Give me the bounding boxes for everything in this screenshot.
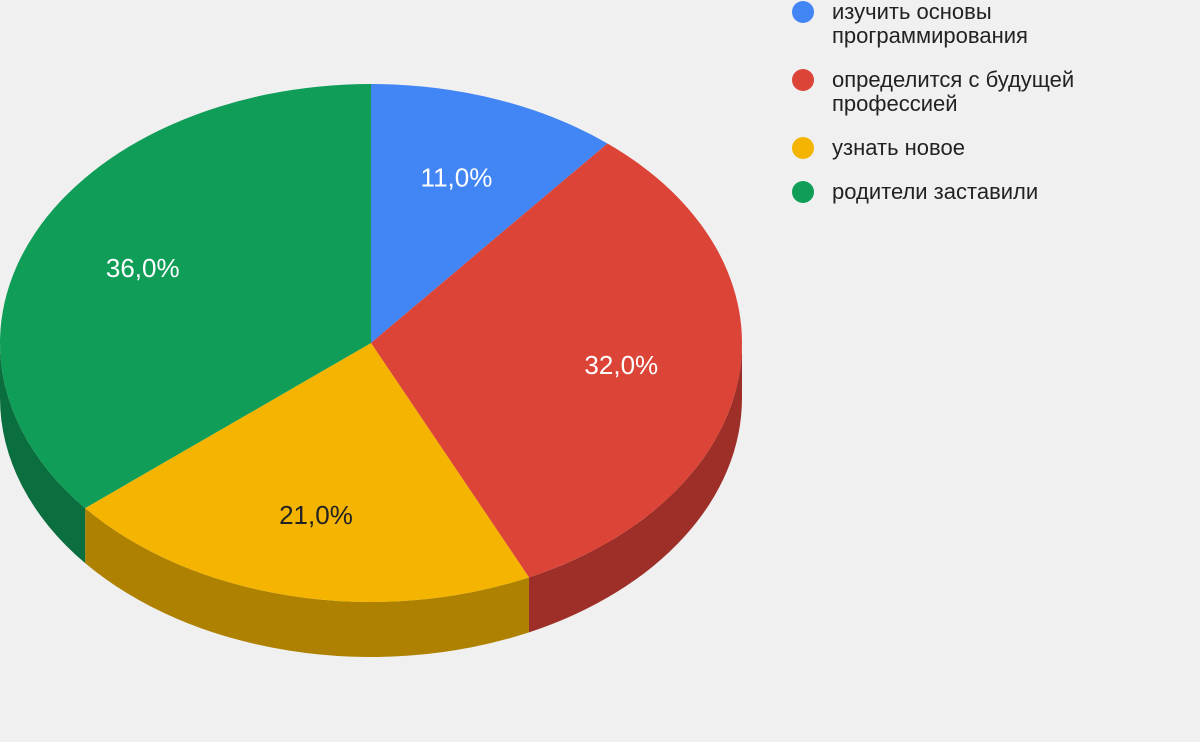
pie-slice-3[interactable] — [0, 84, 372, 509]
legend-label-1: определится с будущей профессией — [832, 67, 1075, 116]
legend-swatch-3 — [792, 181, 814, 203]
pie-slice-2[interactable] — [85, 343, 529, 602]
legend: изучить основы программирования определи… — [790, 0, 1190, 224]
slice-label-0: 11,0% — [421, 162, 493, 192]
legend-swatch-2 — [792, 137, 814, 159]
slice-label-2: 21,0% — [279, 500, 353, 530]
legend-item-0[interactable]: изучить основы программирования — [790, 0, 1172, 48]
slice-label-3: 36,0% — [106, 253, 180, 283]
slice-side-3 — [0, 343, 86, 564]
slice-side-1 — [528, 343, 742, 633]
pie-slice-1[interactable] — [371, 143, 742, 578]
pie-slice-0[interactable] — [371, 84, 608, 343]
legend-item-3[interactable]: родители заставили — [790, 180, 1172, 204]
legend-item-1[interactable]: определится с будущей профессией — [790, 68, 1172, 116]
slice-label-1: 32,0% — [584, 350, 658, 380]
slice-labels: 11,0% 32,0% 21,0% 36,0% — [106, 162, 658, 530]
pie-slices — [0, 84, 742, 602]
legend-label-2: узнать новое — [832, 135, 965, 160]
slice-side-2 — [85, 508, 529, 657]
legend-swatch-1 — [792, 69, 814, 91]
legend-swatch-0 — [792, 1, 814, 23]
legend-item-2[interactable]: узнать новое — [790, 136, 1172, 160]
legend-label-3: родители заставили — [832, 179, 1039, 204]
pie-sides — [0, 343, 742, 657]
legend-label-0: изучить основы программирования — [832, 0, 1028, 48]
